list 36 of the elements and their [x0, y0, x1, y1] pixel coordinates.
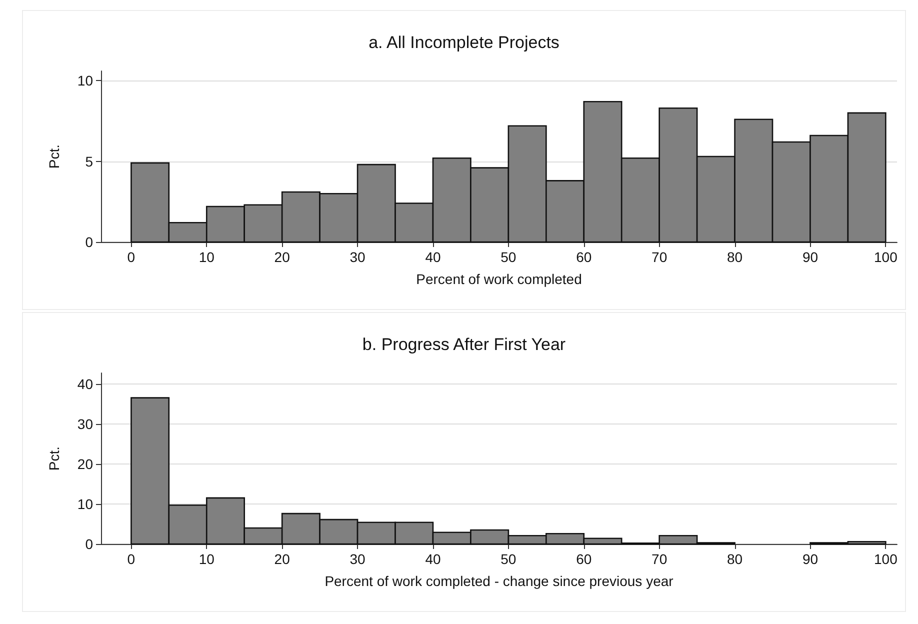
x-tick-label: 50: [500, 551, 516, 567]
x-tick-label: 10: [198, 249, 215, 265]
x-tick-label: 60: [576, 249, 592, 265]
chart-title: b. Progress After First Year: [362, 335, 566, 354]
x-tick-label: 70: [652, 551, 668, 567]
y-tick-label: 30: [77, 416, 94, 432]
x-tick-label: 0: [127, 551, 136, 567]
x-tick-label: 100: [874, 551, 898, 567]
y-tick-label: 0: [85, 234, 94, 250]
x-tick-label: 100: [874, 249, 898, 265]
y-tick-label: 10: [77, 72, 94, 89]
chart-title: a. All Incomplete Projects: [368, 33, 560, 52]
x-tick-label: 90: [802, 249, 818, 265]
x-tick-label: 90: [802, 551, 818, 567]
y-tick-label: 40: [77, 376, 94, 392]
x-tick-label: 80: [726, 249, 743, 265]
x-tick-label: 70: [652, 249, 668, 265]
x-tick-label: 80: [726, 551, 743, 567]
x-tick-label: 60: [576, 551, 592, 567]
x-tick-label: 30: [350, 551, 366, 567]
y-axis-title: Pct.: [46, 144, 62, 169]
y-tick-label: 20: [77, 456, 94, 472]
x-tick-label: 40: [425, 249, 441, 265]
x-tick-label: 10: [198, 551, 215, 567]
x-tick-label: 20: [274, 551, 290, 567]
x-tick-label: 30: [350, 249, 366, 265]
x-tick-label: 40: [425, 551, 441, 567]
y-tick-label: 5: [85, 153, 94, 170]
x-axis-title: Percent of work completed - change since previous year: [324, 573, 674, 589]
y-tick-label: 0: [85, 536, 94, 552]
x-tick-label: 0: [127, 249, 136, 265]
y-axis-title: Pct.: [46, 446, 62, 471]
x-axis-title: Percent of work completed: [416, 271, 582, 287]
x-tick-label: 50: [500, 249, 516, 265]
x-tick-label: 20: [274, 249, 290, 265]
y-tick-label: 10: [77, 496, 94, 512]
